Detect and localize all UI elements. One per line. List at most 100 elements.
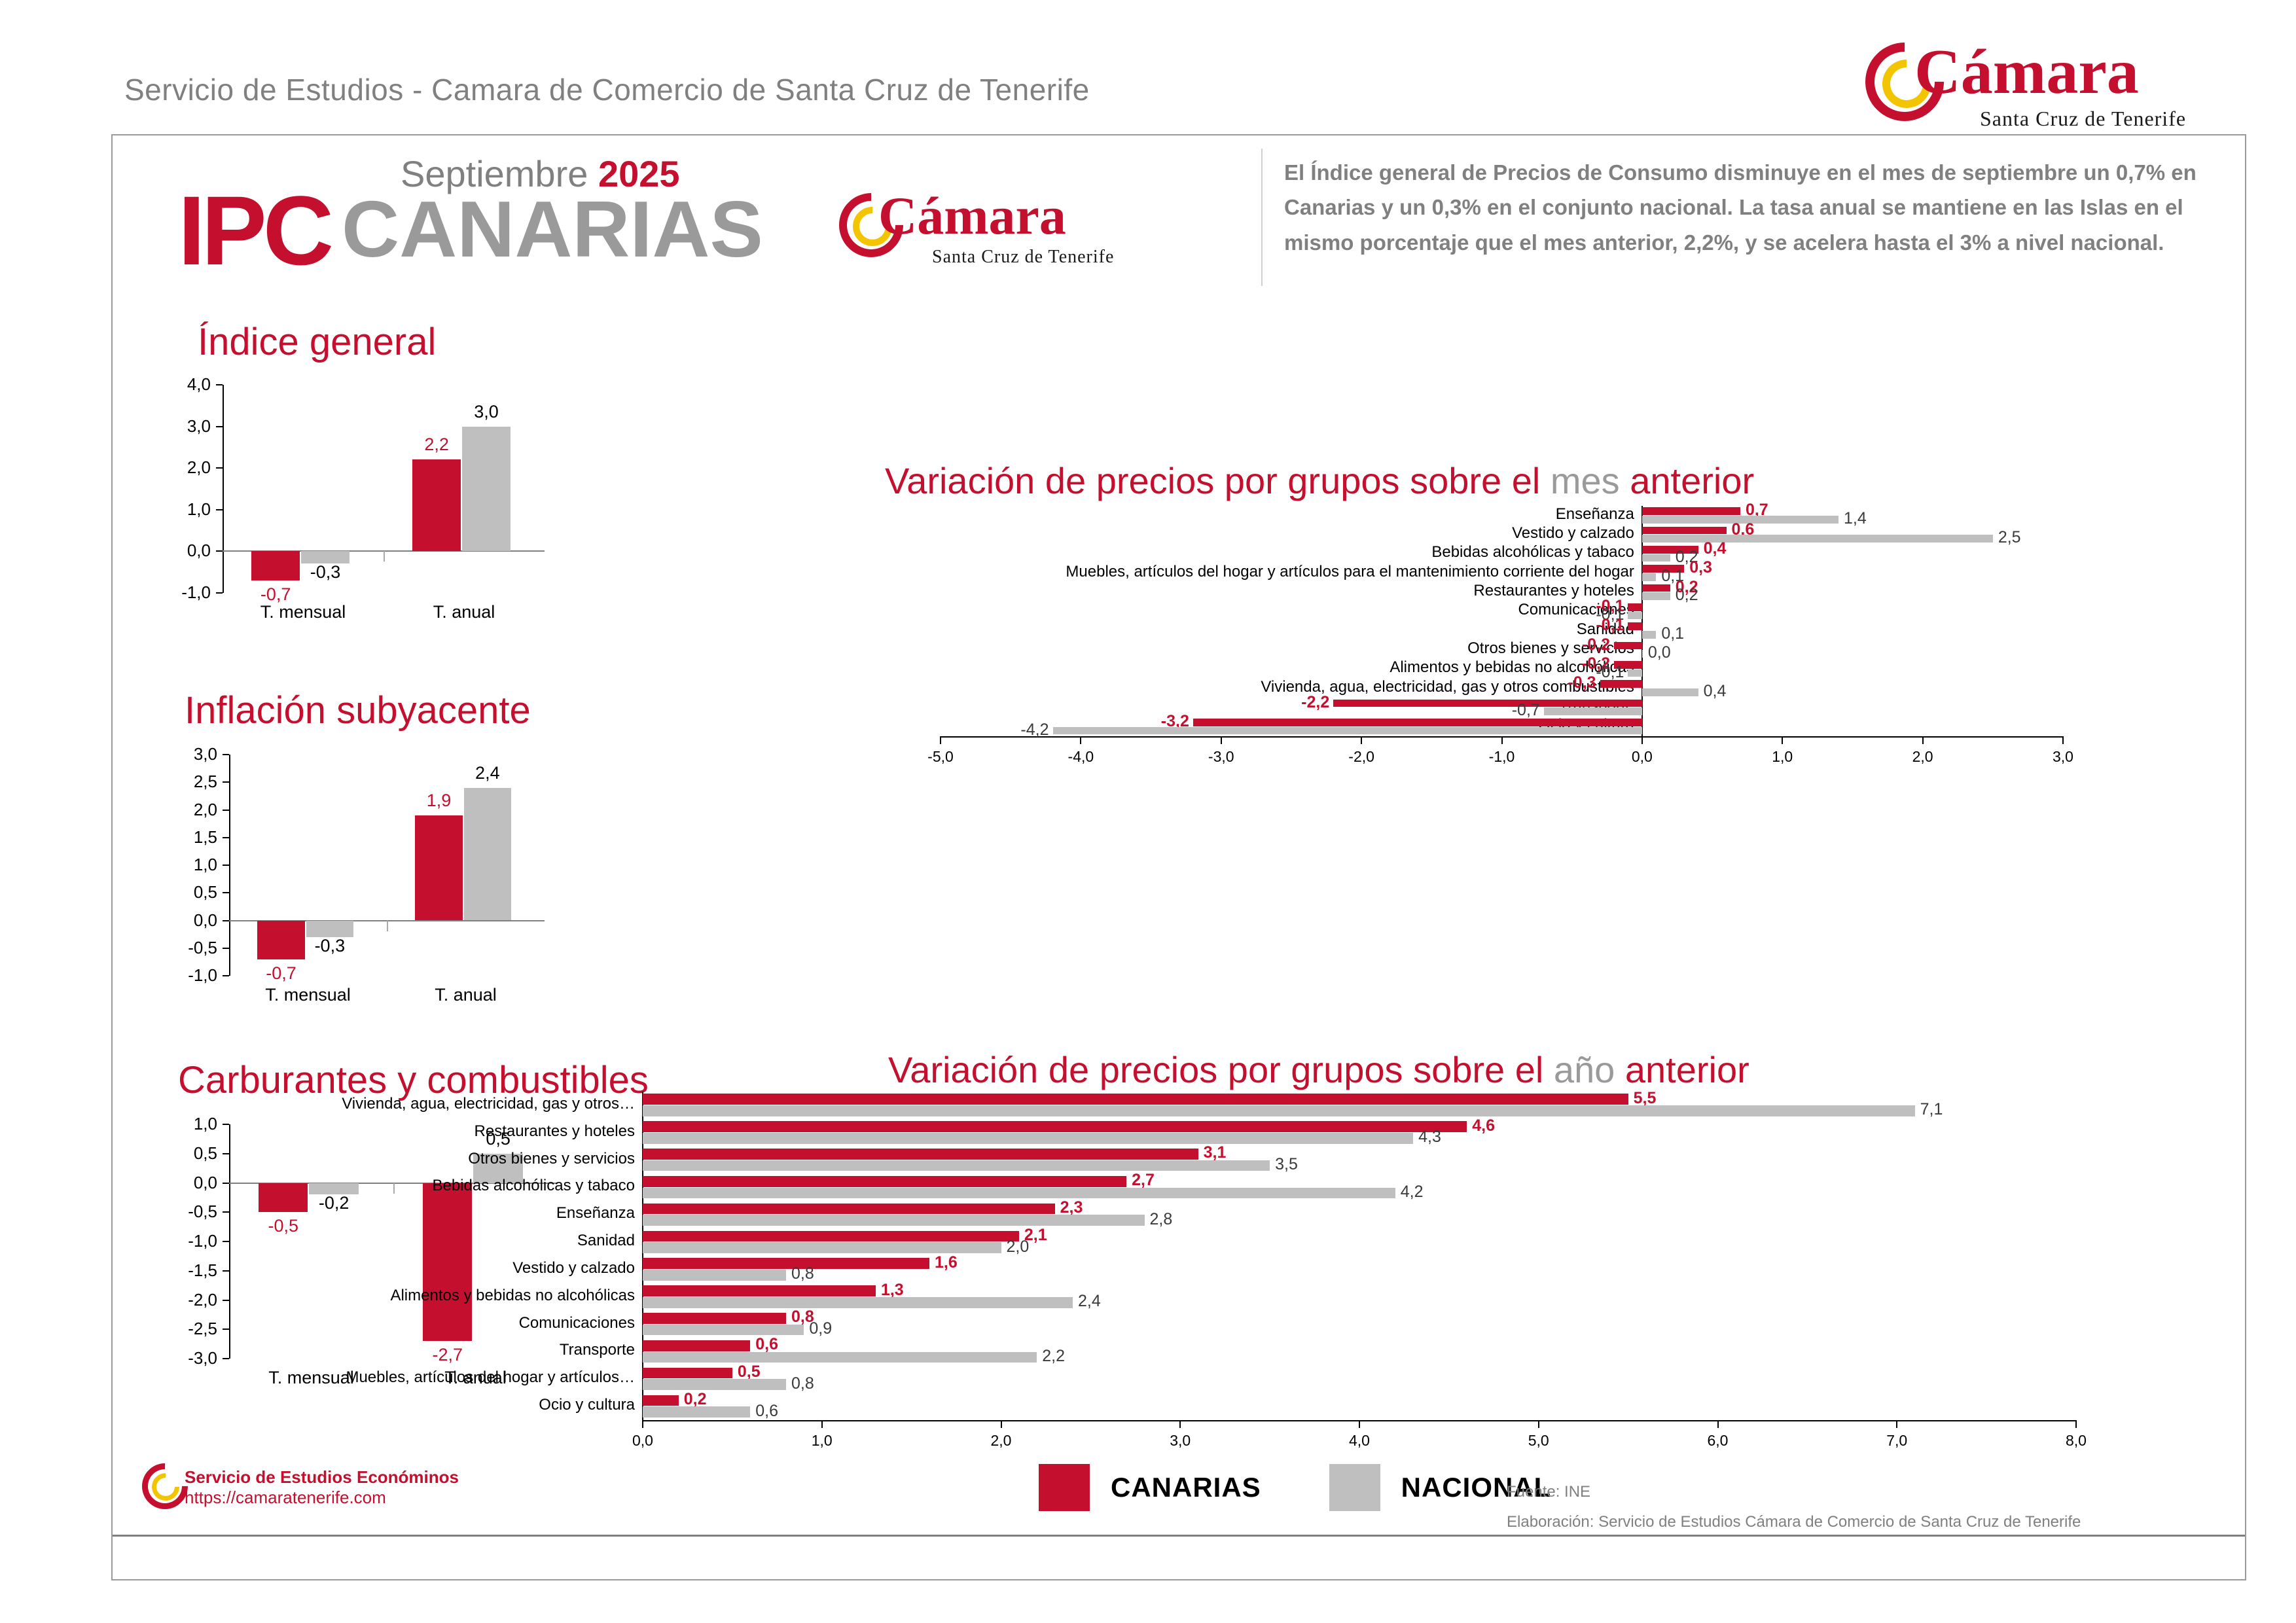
bar-value-nacional-9: 2,2 (1042, 1346, 1066, 1365)
x-axis-tick (642, 1420, 643, 1428)
y-axis-tick-label: 0,5 (193, 882, 217, 902)
bar-nacional-1 (473, 1153, 523, 1183)
bar-canarias-0 (643, 1094, 1628, 1105)
camara-logo-masthead: Cámara Santa Cruz de Tenerife (825, 179, 1179, 281)
mes-title-part3: anterior (1619, 460, 1755, 501)
x-axis-tick-label: 1,0 (1772, 748, 1793, 765)
bar-nacional-9 (1641, 688, 1698, 696)
mes-title-part1: Variación de precios por grupos sobre el (885, 460, 1551, 501)
bar-nacional-8 (643, 1324, 804, 1336)
bar-canarias-1 (643, 1121, 1467, 1132)
category-label-1: T. anual (444, 1368, 507, 1387)
x-axis-tick-label: 3,0 (1170, 1432, 1191, 1449)
bar-value-nacional-8: -0,1 (1596, 662, 1624, 681)
bar-nacional-3 (643, 1187, 1395, 1199)
bar-canarias-8 (643, 1313, 786, 1324)
y-axis-tick (223, 1270, 229, 1272)
bar-canarias-8 (1614, 661, 1642, 669)
y-axis-tick (216, 384, 223, 385)
chart-indice-general: 4,0 3,0 2,0 1,0 0,0 -1,0 -0,7 -0,3 T. mensual 2,2… (152, 368, 558, 630)
category-separator (393, 1183, 395, 1194)
bar-canarias-5 (1628, 603, 1642, 611)
y-axis-tick (216, 592, 223, 594)
category-label-5: Comunicaciones (1518, 601, 1634, 619)
y-axis-tick-label: 0,0 (193, 910, 217, 930)
x-axis-tick (1922, 736, 1924, 744)
footer-website-link[interactable]: https://camaratenerife.com (185, 1488, 386, 1507)
y-axis-tick (223, 919, 229, 921)
bar-canarias-4 (1641, 584, 1670, 592)
y-axis-tick-label: 2,0 (187, 457, 211, 478)
bar-nacional-0 (309, 1183, 359, 1195)
elaboration-line: Elaboración: Servicio de Estudios Cámara… (1507, 1512, 2081, 1531)
x-axis-tick (1896, 1420, 1898, 1428)
x-axis-tick (1641, 736, 1643, 744)
y-axis-tick (223, 1152, 229, 1154)
category-label-7: Alimentos y bebidas no alcohólicas (390, 1286, 635, 1304)
y-axis-tick-label: -1,0 (188, 965, 217, 985)
x-axis-tick-label: -4,0 (1067, 748, 1094, 765)
bar-canarias-2 (643, 1149, 1198, 1160)
x-axis-tick (2075, 1420, 2077, 1428)
bar-value-canarias-9: 0,6 (755, 1335, 779, 1354)
bar-value-nacional-1: 3,0 (474, 401, 499, 421)
bar-value-nacional-0: 1,4 (1844, 508, 1867, 527)
y-axis-line (229, 755, 230, 976)
y-axis-tick-label: 0,5 (193, 1143, 217, 1163)
bar-value-nacional-3: 4,2 (1400, 1182, 1424, 1201)
bar-nacional-5 (643, 1242, 1001, 1253)
category-label-11: Ocio y cultura (539, 1396, 635, 1414)
x-axis-tick-label: 4,0 (1349, 1432, 1370, 1449)
y-axis-tick-label: 0,0 (193, 1172, 217, 1192)
bar-value-canarias-11: 0,2 (683, 1389, 707, 1408)
bar-value-canarias-1: 4,6 (1472, 1116, 1496, 1135)
x-axis-tick (1717, 1420, 1719, 1428)
x-axis-tick-label: 8,0 (2066, 1432, 2087, 1449)
x-axis-tick (1782, 736, 1784, 744)
masthead-canarias: CANARIAS (342, 185, 763, 274)
category-separator (384, 551, 385, 562)
y-axis-tick-label: -2,5 (188, 1319, 217, 1339)
bar-value-canarias-1: 1,9 (426, 790, 452, 810)
x-axis-tick (1000, 1420, 1002, 1428)
bar-nacional-2 (1641, 554, 1670, 562)
x-axis-tick-label: 6,0 (1707, 1432, 1729, 1449)
bar-value-canarias-5: -0,1 (1596, 596, 1624, 615)
bar-value-canarias-0: -0,7 (266, 963, 296, 983)
bar-value-canarias-0: -0,7 (260, 584, 291, 604)
x-axis-tick (1080, 736, 1082, 744)
chart-mes-anterior: -5,0 -4,0 -3,0 -2,0 -1,0 0,0 1,0 2,0 3,0 Enseñanz… (289, 501, 2227, 770)
y-axis-tick (223, 1124, 229, 1125)
section-title-carburantes: Carburantes y combustibles (178, 1059, 649, 1101)
bar-value-canarias-1: 2,2 (424, 435, 449, 455)
bar-value-nacional-6: 0,1 (1661, 624, 1685, 643)
page-header-title: Servicio de Estudios - Camara de Comerci… (124, 73, 1090, 107)
x-axis-tick-label: 0,0 (632, 1432, 653, 1449)
x-axis-tick (1179, 1420, 1181, 1428)
bar-nacional-5 (1628, 611, 1642, 620)
bar-value-nacional-0: -0,2 (318, 1193, 350, 1213)
legend-label-nacional: NACIONAL (1401, 1472, 1552, 1503)
bar-nacional-11 (643, 1406, 751, 1418)
bar-nacional-1 (462, 426, 511, 552)
y-axis-tick-label: -2,0 (188, 1289, 217, 1310)
bar-value-nacional-1: 0,5 (486, 1128, 511, 1149)
bar-nacional-6 (643, 1270, 786, 1281)
intro-paragraph: El Índice general de Precios de Consumo … (1284, 160, 2197, 255)
category-label-0: Enseñanza (1555, 505, 1634, 523)
bar-nacional-6 (1641, 631, 1657, 639)
bar-canarias-1 (1641, 526, 1727, 535)
bar-value-nacional-7: 2,4 (1078, 1292, 1101, 1311)
camara-logo-wordmark: Cámara (1914, 37, 2139, 107)
y-axis-tick (216, 467, 223, 469)
bar-value-nacional-7: 0,0 (1647, 643, 1671, 662)
poster-frame: Septiembre 2025 IPC CANARIAS Cámara Sant… (111, 134, 2246, 1580)
bar-value-canarias-3: 2,7 (1132, 1171, 1155, 1190)
y-axis-tick-label: -1,0 (181, 582, 211, 602)
category-label-1: Vestido y calzado (1512, 524, 1634, 542)
masthead-month: Septiembre (401, 153, 588, 194)
bar-value-canarias-9: -0,3 (1568, 673, 1596, 692)
source-block: Fuente: INE Elaboración: Servicio de Est… (1507, 1477, 2081, 1537)
chart-carburantes: 1,0 0,5 0,0 -0,5 -1,0 -1,5 -2,0 -2,5 -3,0 -0,5 -0,… (152, 1107, 571, 1395)
